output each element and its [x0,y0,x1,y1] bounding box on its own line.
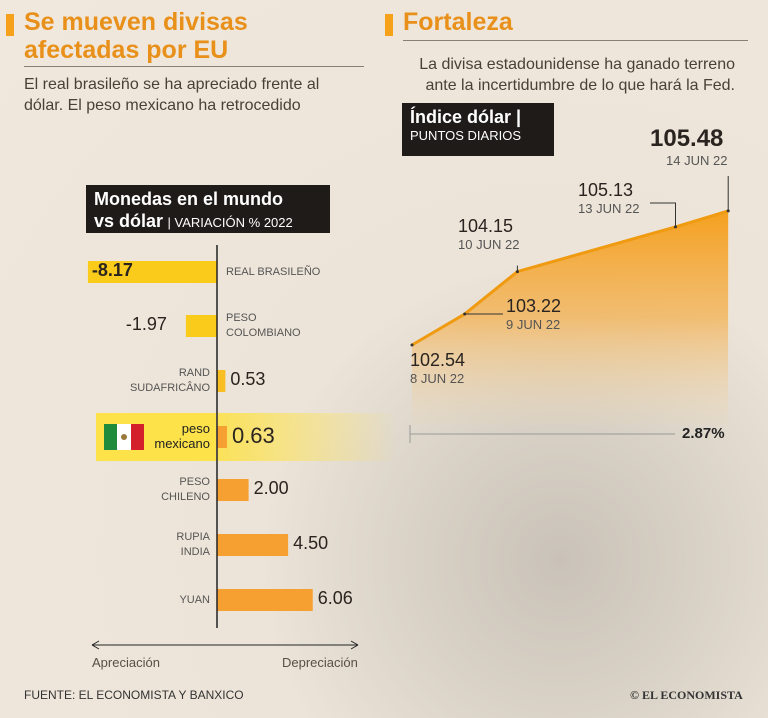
label-line: RAND [178,367,210,379]
flag-green [104,424,117,450]
logo-text: EL ECONOMISTA [641,688,743,702]
bar-value-label: 0.53 [230,369,266,389]
point-date-label: 8 JUN 22 [410,371,465,386]
bar-value-label: -8.17 [91,260,133,280]
area-chart-subtitle: PUNTOS DIARIOS [410,128,522,143]
bar-chart-unit: VARIACIÓN % 2022 [174,215,293,230]
point-value-label: 105.48 [650,125,724,152]
label-line: COLOMBIANO [226,327,301,339]
bar-value-label: -1.97 [125,314,167,334]
subtitle-line: dólar. El peso mexicano ha retrocedido [24,97,301,114]
left-title-line: Se mueven divisas [24,8,248,36]
label-line: PESO [226,312,257,324]
bar-category-label: PESO COLOMBIANO [226,311,301,341]
point-date-label: 13 JUN 22 [578,201,640,216]
accent-bar [6,14,14,36]
divider [24,66,364,67]
area-fill [412,210,729,425]
logo: © EL ECONOMISTA [630,688,743,702]
left-title-line: afectadas por EU [24,36,229,64]
bar [185,315,217,337]
bar-value-label: 4.50 [293,533,329,553]
subtitle-line: ante la incertidumbre de lo que hará la … [425,77,735,94]
label-line: INDIA [180,546,210,558]
bar-value-label: 2.00 [253,478,289,498]
label-line: SUDAFRICÂNO [129,382,210,394]
label-line: CHILENO [161,491,210,503]
left-title: Se mueven divisas afectadas por EU [24,8,248,64]
point-date-label: 10 JUN 22 [458,237,520,252]
flag-emblem [121,434,127,440]
point-value-label: 105.13 [578,180,634,200]
point-date-label: 9 JUN 22 [506,317,561,332]
bar [217,534,289,556]
axis-label-left: Apreciación [92,655,160,670]
bar-category-label: YUAN [179,593,210,608]
point-value-label: 103.22 [506,296,562,316]
area-chart-title-text: Índice dólar [410,107,512,127]
label-line: PESO [179,476,210,488]
bar [217,426,227,448]
right-subtitle: La divisa estadounidense ha ganado terre… [419,54,735,96]
label-line: peso [181,421,210,436]
change-label: 2.87% [682,425,725,442]
data-point [410,343,414,347]
point-value-label: 104.15 [458,216,514,236]
flag-red [131,424,144,450]
left-subtitle: El real brasileño se ha apreciado frente… [24,74,319,116]
point-value-label: 102.54 [410,350,466,370]
subtitle-line: El real brasileño se ha apreciado frente… [24,76,320,93]
point-date-label: 14 JUN 22 [666,153,728,168]
label-line: YUAN [179,593,210,606]
bar-value-label: 0.63 [231,423,275,448]
bar-chart-title-line: Monedas en el mundo [94,189,284,209]
accent-bar [385,14,393,36]
bar [87,261,217,283]
bar [217,589,313,611]
bar-value-label: 6.06 [317,588,353,608]
label-line: mexicano [154,436,210,451]
area-chart-title: Índice dólar | PUNTOS DIARIOS [402,103,554,156]
divider [403,40,748,41]
axis-label-right: Depreciación [282,655,358,670]
bar [217,479,249,501]
subtitle-line: La divisa estadounidense ha ganado terre… [419,56,735,73]
bar-chart-title-line: vs dólar [94,211,164,231]
source-note: FUENTE: EL ECONOMISTA Y BANXICO [24,688,244,702]
axis-arrowheads [91,640,359,650]
bar-category-label: peso mexicano [154,421,210,451]
right-title: Fortaleza [403,8,513,36]
bar [217,370,226,392]
bar-category-label: REAL BRASILEÑO [226,265,320,280]
label-line: REAL BRASILEÑO [226,265,321,278]
bar-category-label: RUPIA INDIA [176,530,210,560]
bar-category-label: PESO CHILENO [161,475,210,505]
bar-chart-title: Monedas en el mundo vs dólar | VARIACIÓN… [86,185,330,233]
leader-line [650,202,676,227]
bar-category-label: RAND SUDAFRICÂNO [130,366,210,396]
highlight-band-fade [217,413,397,461]
label-line: RUPIA [176,531,210,543]
